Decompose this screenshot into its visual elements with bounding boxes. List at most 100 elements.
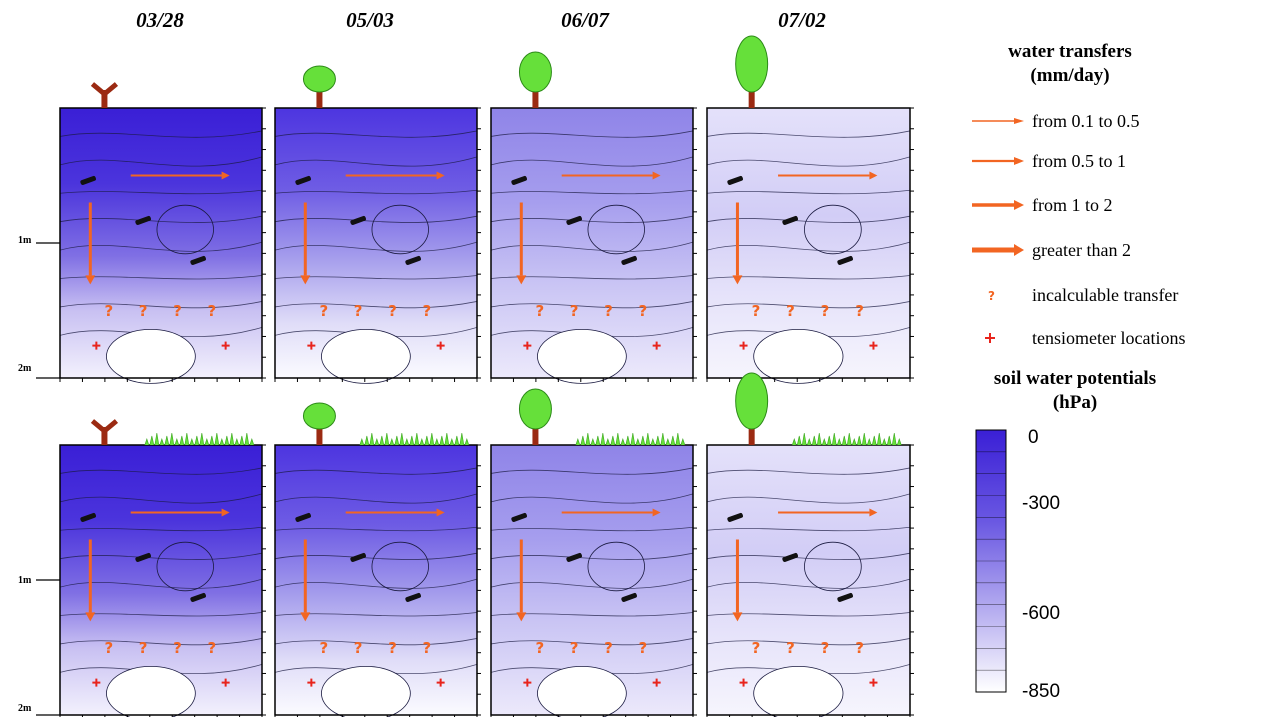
contour-line	[490, 467, 694, 475]
contour-line	[490, 275, 694, 280]
tensiometer-marker	[436, 678, 445, 687]
transfer-arrow	[778, 171, 878, 180]
transfer-arrow	[345, 508, 445, 517]
dry-zone	[537, 666, 627, 717]
contour-line	[59, 612, 263, 617]
contour-oval	[587, 541, 645, 592]
potentials-unit: (hPa)	[1052, 392, 1098, 413]
contour-line	[59, 275, 263, 280]
transfer-arrow	[130, 508, 230, 517]
contour-line	[706, 526, 911, 532]
contour-label	[511, 512, 527, 522]
colorbar-tick: -850	[1022, 681, 1061, 702]
contour-line	[706, 275, 911, 280]
tree-icon	[90, 419, 119, 445]
transfer-arrow	[130, 171, 230, 180]
tensiometer-marker	[221, 678, 230, 687]
legend-entry: from 0.5 to 1	[970, 148, 1126, 174]
tree-icon	[302, 65, 336, 108]
soil-panel: ????	[59, 82, 266, 384]
contour-line	[274, 189, 478, 195]
incalculable-transfer-mark: ?	[139, 302, 148, 320]
contour-label	[837, 255, 853, 265]
incalculable-transfer-mark: ?	[855, 639, 864, 657]
soil-panel: ????	[274, 65, 481, 384]
contour-line	[490, 189, 694, 195]
contour-line	[706, 578, 911, 589]
incalculable-transfer-mark: ?	[752, 302, 761, 320]
contour-line	[490, 215, 694, 223]
contour-line	[490, 130, 694, 138]
contour-line	[274, 612, 478, 617]
incalculable-transfer-mark: ?	[821, 302, 830, 320]
contour-line	[59, 241, 263, 252]
transfer-arrow	[561, 171, 661, 180]
incalculable-transfer-mark: ?	[855, 302, 864, 320]
transfer-arrow	[516, 202, 527, 285]
legend-entry: from 0.1 to 0.5	[970, 108, 1140, 134]
incalculable-transfer-mark: ?	[207, 302, 216, 320]
contour-line	[706, 612, 911, 617]
contour-line	[274, 241, 478, 252]
transfer-arrow	[516, 539, 527, 622]
contour-label	[621, 255, 637, 265]
contour-label	[727, 175, 743, 185]
contour-label	[80, 512, 96, 522]
incalculable-transfer-mark: ?	[388, 302, 397, 320]
incalculable-transfer-mark: ?	[821, 639, 830, 657]
contour-label	[511, 175, 527, 185]
contour-line	[490, 612, 694, 617]
dry-zone	[537, 328, 627, 384]
contour-oval	[371, 541, 429, 592]
soil-panel: ????	[706, 372, 914, 717]
tensiometer-marker	[869, 678, 878, 687]
contour-line	[490, 578, 694, 589]
contour-line	[59, 493, 263, 504]
contour-line	[706, 467, 911, 475]
depth-label: 2m	[18, 703, 32, 714]
soil-panel: ????	[706, 35, 914, 384]
depth-label: 1m	[18, 575, 32, 586]
legend-entry: greater than 2	[970, 237, 1131, 263]
tree-icon	[735, 372, 769, 445]
incalculable-transfer-mark: ?	[535, 639, 544, 657]
contour-label	[80, 175, 96, 185]
contour-line	[706, 241, 911, 252]
contour-line	[274, 526, 478, 532]
dry-zone	[106, 328, 196, 384]
contour-line	[274, 215, 478, 223]
transfers-title: water transfers	[1008, 41, 1132, 62]
tensiometer-marker	[92, 341, 101, 350]
contour-line	[490, 241, 694, 252]
legend-question-symbol: ?	[988, 289, 995, 303]
contour-line	[490, 552, 694, 560]
tensiometer-marker	[652, 341, 661, 350]
grass-icon	[144, 432, 255, 446]
contour-label	[350, 215, 366, 225]
contour-line	[59, 215, 263, 223]
incalculable-transfer-mark: ?	[139, 639, 148, 657]
depth-label: 1m	[18, 235, 32, 246]
tensiometer-marker	[92, 678, 101, 687]
legend-arrow-symbol	[972, 118, 1024, 124]
contour-line	[490, 638, 694, 646]
contour-line	[706, 638, 911, 646]
depth-label: 2m	[18, 363, 32, 374]
contour-line	[59, 130, 263, 138]
contour-line	[274, 552, 478, 560]
contour-line	[59, 526, 263, 532]
tensiometer-marker	[436, 341, 445, 350]
incalculable-transfer-mark: ?	[604, 639, 613, 657]
incalculable-transfer-mark: ?	[570, 639, 579, 657]
transfer-arrow	[85, 202, 96, 285]
transfer-arrow	[732, 539, 743, 622]
contour-oval	[804, 541, 862, 592]
contour-line	[706, 493, 911, 504]
contour-line	[59, 552, 263, 560]
tensiometer-marker	[739, 341, 748, 350]
contour-line	[59, 301, 263, 309]
contour-label	[405, 592, 421, 602]
incalculable-transfer-mark: ?	[319, 302, 328, 320]
contour-label	[190, 592, 206, 602]
contour-line	[706, 156, 911, 167]
